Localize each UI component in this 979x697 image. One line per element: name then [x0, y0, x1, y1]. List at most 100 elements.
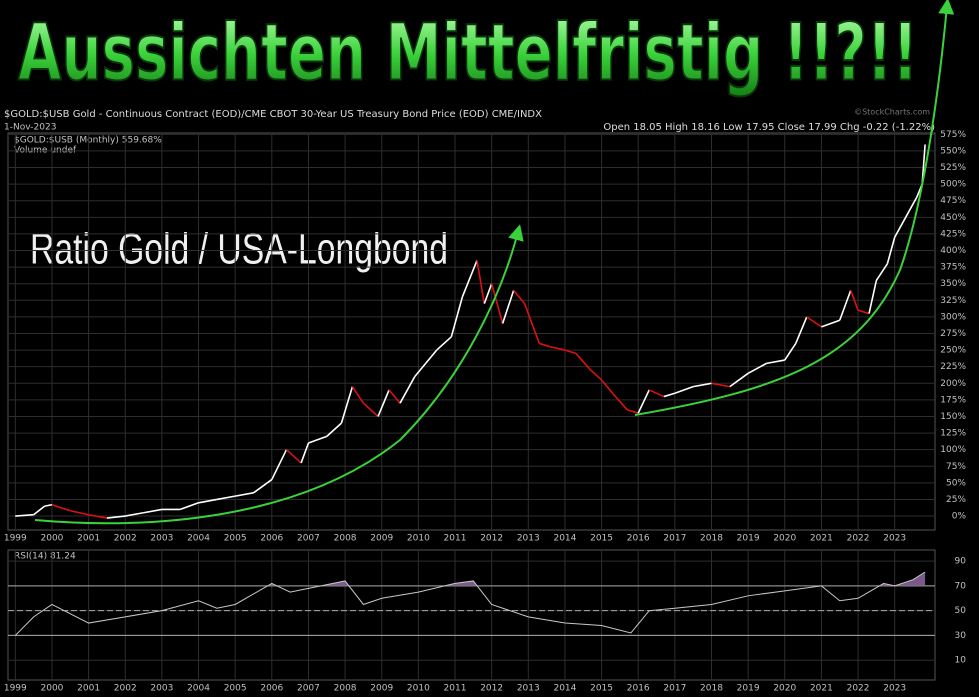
x-tick-label: 2023 [883, 684, 906, 694]
y-tick-label: 275% [940, 329, 966, 339]
y-tick-label: 525% [940, 163, 966, 173]
x-tick-label: 2002 [114, 534, 137, 544]
rsi-fill [267, 571, 926, 586]
source: ©StockCharts.com [854, 108, 930, 117]
plot-frame [7, 132, 936, 531]
price-segment [308, 435, 328, 444]
x-tick-label: 2003 [150, 684, 173, 694]
price-segment [15, 513, 34, 517]
price-segment [377, 389, 390, 417]
price-segment [648, 389, 665, 398]
y-tick-label: 250% [940, 346, 966, 356]
trend-arrow [634, 0, 955, 416]
x-tick-label: 2019 [737, 534, 760, 544]
price-segment [838, 290, 852, 321]
price-segment [523, 303, 541, 344]
price-segment [399, 376, 416, 404]
price-segment [795, 316, 808, 344]
price-segment [693, 382, 712, 388]
price-segment [414, 362, 427, 378]
x-tick-label: 2010 [407, 684, 430, 694]
price-segment [125, 511, 144, 517]
price-segment [179, 502, 199, 511]
price-segment [893, 216, 907, 238]
y-tick-label: 425% [940, 229, 966, 239]
trend-arrow [34, 224, 524, 525]
y-tick-label: 200% [940, 379, 966, 389]
x-tick-label: 2021 [810, 534, 833, 544]
price-segment [88, 513, 108, 519]
price-segment [44, 503, 53, 507]
y-tick-label: 0% [952, 512, 967, 522]
price-segment [198, 498, 217, 504]
price-segment [235, 492, 254, 497]
x-tick-label: 2001 [77, 684, 100, 694]
price-segment [663, 392, 676, 398]
y-tick-label: 90 [955, 557, 967, 567]
y-tick-label: 125% [940, 429, 966, 439]
price-segment [886, 237, 896, 264]
x-tick-label: 2002 [114, 684, 137, 694]
x-tick-label: 2018 [700, 684, 723, 694]
x-tick-label: 2013 [517, 534, 540, 544]
price-segment [425, 349, 438, 364]
rsi-line [14, 571, 926, 636]
y-tick-label: 50 [955, 606, 967, 616]
quote: Open 18.05 High 18.16 Low 17.95 Close 17… [603, 122, 935, 133]
x-tick-label: 1999 [4, 684, 27, 694]
price-segment [271, 449, 288, 480]
x-tick-label: 2016 [627, 534, 650, 544]
price-segment [806, 316, 822, 328]
price-segment [849, 290, 859, 311]
x-tick-label: 2022 [847, 534, 870, 544]
y-tick-label: 350% [940, 279, 966, 289]
price-segment [875, 263, 889, 281]
price-segment [904, 197, 918, 218]
price-segment [821, 319, 841, 328]
price-segment [600, 379, 614, 394]
y-tick-label: 550% [940, 146, 966, 156]
price-segment [766, 359, 785, 365]
y-tick-label: 400% [940, 246, 966, 256]
x-tick-label: 2009 [370, 534, 393, 544]
price-segment [729, 372, 749, 388]
x-tick-label: 2001 [77, 534, 100, 544]
price-segment [868, 280, 878, 314]
price-segment [590, 369, 603, 381]
y-tick-label: 10 [955, 656, 967, 666]
annotation: Ratio Gold / USA-Longbond [30, 225, 448, 274]
rsi-legend: RSI(14) 81.24 [14, 552, 76, 562]
price-segment [711, 382, 730, 388]
price-segment [33, 505, 46, 516]
x-tick-label: 2007 [297, 534, 320, 544]
y-tick-label: 100% [940, 445, 966, 455]
x-tick-label: 2000 [41, 684, 64, 694]
price-segment [626, 409, 639, 414]
price-segment [747, 362, 767, 375]
price-segment [436, 336, 452, 351]
header: $GOLD:$USB Gold - Continuous Contract (E… [4, 109, 542, 120]
y-tick-label: 50% [946, 478, 966, 488]
x-tick-label: 2005 [224, 534, 247, 544]
price-segment [483, 283, 493, 304]
y-tick-label: 225% [940, 362, 966, 372]
x-tick-label: 2023 [883, 534, 906, 544]
x-tick-label: 2020 [773, 684, 796, 694]
x-tick-label: 2012 [480, 684, 503, 694]
x-tick-label: 2014 [553, 534, 576, 544]
x-tick-label: 2006 [260, 684, 283, 694]
price-segment [70, 509, 89, 516]
price-segment [300, 442, 310, 464]
y-tick-label: 325% [940, 296, 966, 306]
price-segment [784, 343, 797, 361]
x-tick-label: 2004 [187, 534, 210, 544]
y-tick-label: 450% [940, 213, 966, 223]
price-segment [857, 309, 870, 315]
price-segment [564, 349, 577, 355]
x-tick-label: 2015 [590, 534, 613, 544]
y-tick-label: 175% [940, 395, 966, 405]
x-tick-label: 1999 [4, 534, 27, 544]
price-segment [450, 296, 464, 338]
